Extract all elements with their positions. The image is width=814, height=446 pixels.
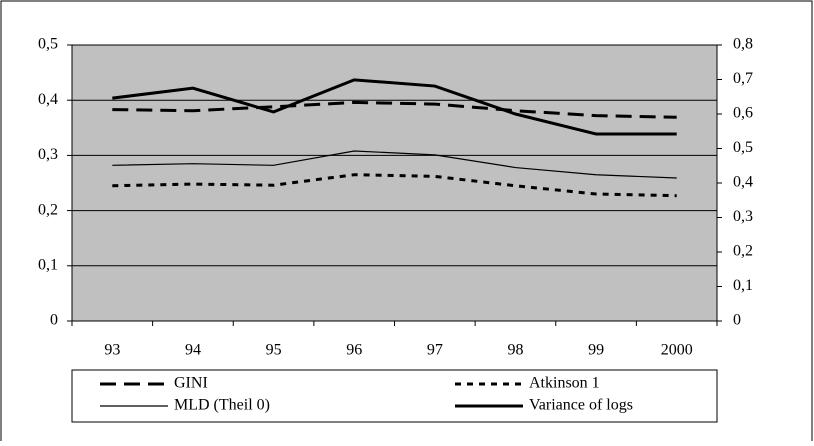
y2-tick-label: 0,7 xyxy=(733,70,753,87)
x-tick-label: 96 xyxy=(346,342,362,359)
y2-tick-label: 0,2 xyxy=(733,243,753,260)
y-tick-label: 0,1 xyxy=(38,256,58,273)
x-tick-label: 97 xyxy=(427,342,443,359)
legend-label: GINI xyxy=(174,375,208,392)
y-tick-label: 0,3 xyxy=(38,146,58,163)
legend-box xyxy=(71,369,718,423)
series-line xyxy=(112,100,677,119)
y-tick-label: 0,5 xyxy=(38,36,58,53)
x-tick-label: 94 xyxy=(185,342,201,359)
x-tick-label: 93 xyxy=(104,342,120,359)
x-tick-label: 98 xyxy=(507,342,523,359)
y-tick-label: 0,4 xyxy=(38,91,58,108)
y-tick-label: 0,2 xyxy=(38,201,58,218)
legend-label: Atkinson 1 xyxy=(529,375,600,392)
y2-tick-label: 0,5 xyxy=(733,139,753,156)
y2-tick-label: 0,6 xyxy=(733,105,753,122)
series-line xyxy=(112,78,677,136)
x-tick-label: 99 xyxy=(588,342,604,359)
x-tick-label: 2000 xyxy=(661,342,693,359)
series-line xyxy=(112,150,677,179)
legend-label: MLD (Theil 0) xyxy=(174,397,270,414)
y2-tick-label: 0 xyxy=(733,312,741,329)
y-tick-label: 0 xyxy=(50,312,58,329)
y2-tick-label: 0,1 xyxy=(733,277,753,294)
legend-label: Variance of logs xyxy=(529,397,633,414)
y2-tick-label: 0,4 xyxy=(733,174,753,191)
plot-area xyxy=(71,44,718,322)
y2-tick-label: 0,3 xyxy=(733,208,753,225)
x-tick-label: 95 xyxy=(266,342,282,359)
series-line xyxy=(112,173,677,198)
y2-tick-label: 0,8 xyxy=(733,36,753,53)
